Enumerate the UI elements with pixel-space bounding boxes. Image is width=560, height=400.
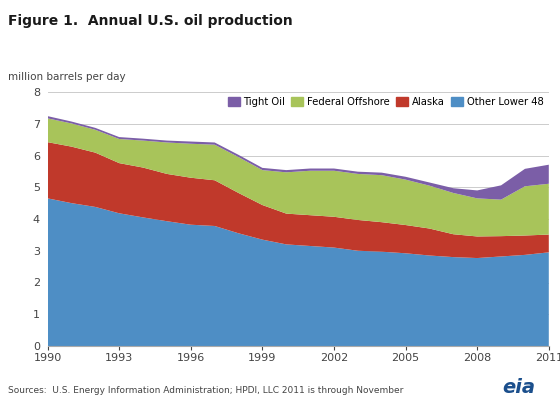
Text: eia: eia (502, 378, 535, 397)
Text: Figure 1.  Annual U.S. oil production: Figure 1. Annual U.S. oil production (8, 14, 293, 28)
Text: million barrels per day: million barrels per day (8, 72, 126, 82)
Text: Sources:  U.S. Energy Information Administration; HPDI, LLC 2011 is through Nove: Sources: U.S. Energy Information Adminis… (8, 386, 404, 395)
Legend: Tight Oil, Federal Offshore, Alaska, Other Lower 48: Tight Oil, Federal Offshore, Alaska, Oth… (227, 97, 544, 107)
